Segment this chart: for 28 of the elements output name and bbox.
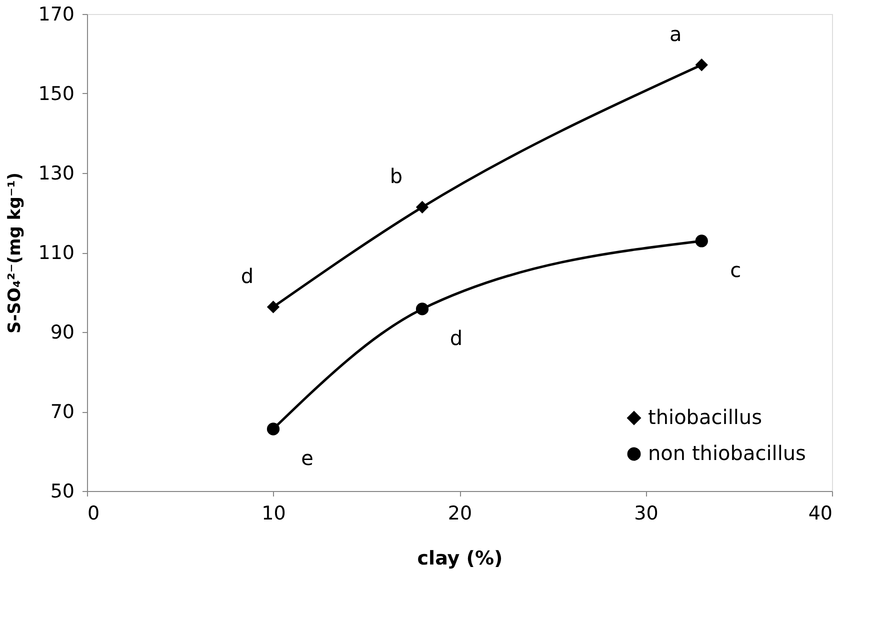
x-axis-title: clay (%): [417, 548, 503, 570]
point: [266, 300, 280, 314]
point: [416, 302, 429, 316]
point: [416, 200, 429, 214]
x-tick-label: 0: [88, 502, 100, 524]
annotation: e: [301, 446, 314, 470]
point: [695, 58, 708, 72]
y-tick-label: 50: [50, 480, 74, 502]
y-tick-label: 130: [38, 162, 74, 184]
y-tick-label: 170: [38, 4, 74, 26]
legend-label: non thiobacillus: [648, 441, 806, 465]
y-tick-label: 70: [50, 401, 74, 423]
x-tick-label: 20: [448, 502, 472, 524]
y-tick-label: 150: [38, 83, 74, 105]
annotation: c: [730, 258, 742, 282]
y-tick-label: 110: [38, 242, 74, 264]
x-tick-label: 40: [808, 502, 832, 524]
annotation: d: [240, 264, 254, 288]
annotation: d: [450, 326, 463, 350]
annotation: a: [669, 22, 682, 46]
point: [266, 422, 280, 436]
x-tick-label: 30: [634, 502, 658, 524]
point: [695, 234, 708, 248]
annotation: b: [390, 164, 403, 188]
x-tick-label: 10: [262, 502, 286, 524]
y-tick-label: 90: [50, 322, 74, 344]
legend-label: thiobacillus: [648, 405, 762, 429]
y-axis-title: S-SO₄²⁻(mg kg⁻¹): [5, 172, 26, 334]
